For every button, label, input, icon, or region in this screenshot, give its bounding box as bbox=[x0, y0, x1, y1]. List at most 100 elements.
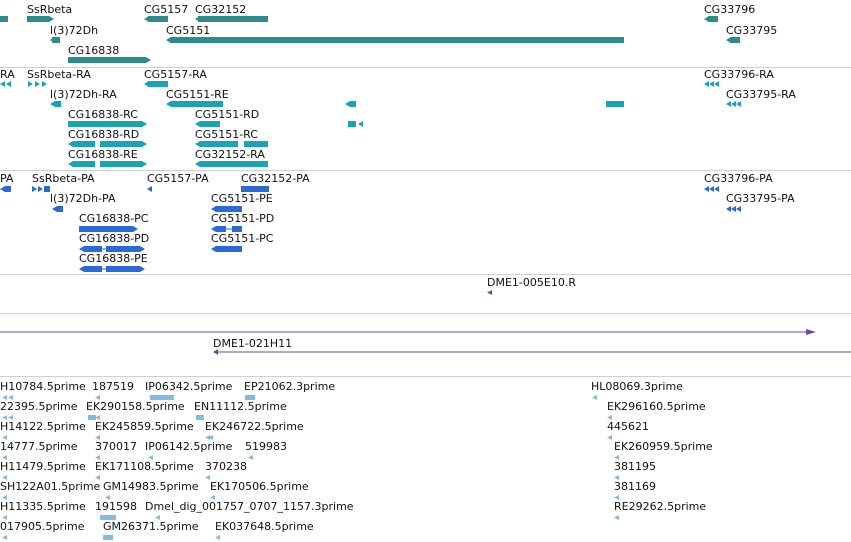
transcript-label[interactable]: CG5151-RC bbox=[195, 128, 258, 141]
strand-arrow[interactable] bbox=[6, 81, 11, 87]
strand-arrow[interactable] bbox=[50, 101, 55, 107]
est-label[interactable]: H10784.5prime bbox=[0, 380, 86, 393]
strand-arrow[interactable] bbox=[213, 349, 218, 355]
strand-arrow[interactable] bbox=[105, 495, 110, 500]
est-label[interactable]: EP21062.3prime bbox=[244, 380, 336, 393]
gene-label[interactable]: l(3)72Dh bbox=[50, 24, 99, 37]
strand-arrow[interactable] bbox=[2, 455, 7, 460]
strand-arrow[interactable] bbox=[2, 535, 7, 540]
strand-arrow[interactable] bbox=[49, 16, 54, 22]
strand-arrow[interactable] bbox=[0, 186, 5, 192]
feature-block[interactable] bbox=[106, 246, 140, 252]
clone-label[interactable]: DME1-021H11 bbox=[213, 337, 293, 350]
strand-arrow[interactable] bbox=[68, 161, 73, 167]
est-label[interactable]: EK296160.5prime bbox=[607, 400, 706, 413]
est-label[interactable]: 370017 bbox=[95, 440, 137, 453]
strand-arrow[interactable] bbox=[8, 415, 13, 420]
strand-arrow[interactable] bbox=[95, 395, 100, 400]
feature-block[interactable] bbox=[200, 161, 268, 167]
strand-arrow[interactable] bbox=[607, 435, 612, 440]
strand-arrow[interactable] bbox=[208, 435, 213, 440]
strand-arrow[interactable] bbox=[736, 101, 741, 107]
strand-arrow[interactable] bbox=[726, 37, 731, 43]
protein-label[interactable]: CG16838-PE bbox=[79, 252, 148, 265]
feature-block[interactable] bbox=[348, 121, 356, 127]
feature-block[interactable] bbox=[148, 81, 168, 87]
est-label[interactable]: 519983 bbox=[245, 440, 287, 453]
strand-arrow[interactable] bbox=[731, 101, 736, 107]
strand-arrow[interactable] bbox=[2, 395, 7, 400]
feature-block[interactable] bbox=[244, 141, 268, 147]
protein-label[interactable]: CG16838-PD bbox=[79, 232, 150, 245]
strand-arrow[interactable] bbox=[614, 515, 619, 520]
strand-arrow[interactable] bbox=[607, 415, 612, 420]
est-label[interactable]: Dmel_dig_001757_0707_1157.3prime bbox=[145, 500, 354, 513]
feature-block[interactable] bbox=[73, 161, 95, 167]
strand-arrow[interactable] bbox=[140, 266, 145, 272]
est-block[interactable] bbox=[103, 535, 113, 540]
protein-label[interactable]: CG33796-PA bbox=[704, 172, 773, 185]
est-label[interactable]: 017905.5prime bbox=[0, 520, 85, 533]
strand-arrow[interactable] bbox=[195, 161, 200, 167]
strand-arrow[interactable] bbox=[726, 206, 731, 212]
transcript-label[interactable]: CG32152-RA bbox=[195, 148, 265, 161]
est-label[interactable]: GM14983.5prime bbox=[103, 480, 199, 493]
strand-arrow[interactable] bbox=[2, 415, 7, 420]
feature-block[interactable] bbox=[52, 37, 60, 43]
feature-block[interactable] bbox=[200, 121, 220, 127]
gene-label[interactable]: CG33796 bbox=[704, 3, 756, 16]
est-label[interactable]: EK246722.5prime bbox=[205, 420, 304, 433]
strand-arrow[interactable] bbox=[8, 395, 13, 400]
feature-block[interactable] bbox=[606, 101, 624, 107]
strand-arrow[interactable] bbox=[358, 121, 363, 127]
strand-arrow[interactable] bbox=[726, 101, 731, 107]
strand-arrow[interactable] bbox=[144, 16, 149, 22]
feature-block[interactable] bbox=[84, 246, 102, 252]
est-label[interactable]: 381195 bbox=[614, 460, 656, 473]
est-label[interactable]: EN11112.5prime bbox=[194, 400, 287, 413]
strand-arrow[interactable] bbox=[147, 186, 152, 192]
strand-arrow[interactable] bbox=[148, 455, 153, 460]
transcript-label[interactable]: CG5151-RD bbox=[195, 108, 260, 121]
est-label[interactable]: RE29262.5prime bbox=[614, 500, 707, 513]
feature-block[interactable] bbox=[100, 141, 142, 147]
gene-label[interactable]: CG33795 bbox=[726, 24, 778, 37]
strand-arrow[interactable] bbox=[2, 515, 7, 520]
transcript-label[interactable]: CG33796-RA bbox=[704, 68, 774, 81]
strand-arrow[interactable] bbox=[709, 81, 714, 87]
est-label[interactable]: HL08069.3prime bbox=[591, 380, 683, 393]
gene-label[interactable]: CG5151 bbox=[166, 24, 211, 37]
gene-label[interactable]: CG32152 bbox=[195, 3, 247, 16]
est-label[interactable]: EK170506.5prime bbox=[210, 480, 309, 493]
feature-block[interactable] bbox=[171, 101, 223, 107]
strand-arrow[interactable] bbox=[2, 435, 7, 440]
transcript-label[interactable]: l(3)72Dh-RA bbox=[50, 88, 117, 101]
protein-label[interactable]: SsRbeta-PA bbox=[32, 172, 95, 185]
strand-arrow[interactable] bbox=[95, 415, 100, 420]
strand-arrow[interactable] bbox=[142, 161, 147, 167]
strand-arrow[interactable] bbox=[146, 57, 151, 63]
strand-arrow[interactable] bbox=[248, 455, 253, 460]
strand-arrow[interactable] bbox=[35, 81, 40, 87]
est-label[interactable]: GM26371.5prime bbox=[103, 520, 199, 533]
est-block[interactable] bbox=[88, 415, 96, 420]
est-label[interactable]: 187519 bbox=[92, 380, 134, 393]
strand-arrow[interactable] bbox=[95, 455, 100, 460]
feature-block[interactable] bbox=[170, 37, 624, 43]
strand-arrow[interactable] bbox=[614, 495, 619, 500]
est-label[interactable]: H14122.5prime bbox=[0, 420, 86, 433]
strand-arrow[interactable] bbox=[140, 246, 145, 252]
strand-arrow[interactable] bbox=[709, 186, 714, 192]
est-label[interactable]: IP06342.5prime bbox=[145, 380, 233, 393]
protein-label[interactable]: CG16838-PC bbox=[79, 212, 149, 225]
feature-block[interactable] bbox=[198, 16, 268, 22]
est-label[interactable]: H11335.5prime bbox=[0, 500, 86, 513]
feature-block[interactable] bbox=[241, 186, 269, 192]
strand-arrow[interactable] bbox=[211, 226, 216, 232]
gene-label[interactable]: CG16838 bbox=[68, 44, 120, 57]
strand-arrow[interactable] bbox=[133, 226, 138, 232]
feature-block[interactable] bbox=[200, 141, 238, 147]
strand-arrow[interactable] bbox=[614, 455, 619, 460]
transcript-label[interactable]: CG5151-RE bbox=[166, 88, 229, 101]
strand-arrow[interactable] bbox=[52, 206, 57, 212]
